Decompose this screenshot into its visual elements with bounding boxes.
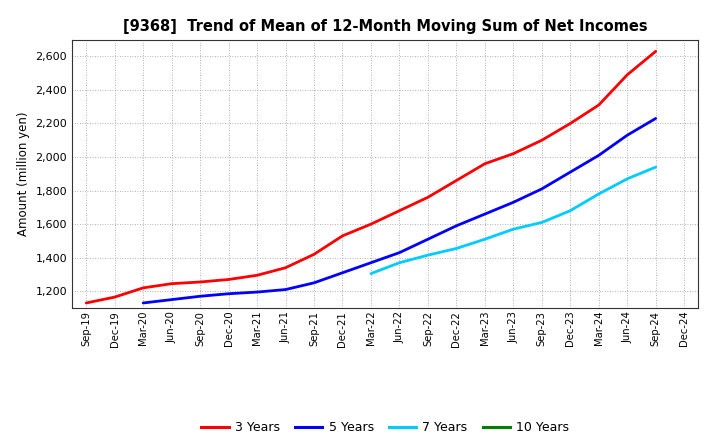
3 Years: [310, 252, 318, 257]
3 Years: [253, 273, 261, 278]
5 Years: [395, 250, 404, 255]
5 Years: [595, 153, 603, 158]
3 Years: [452, 178, 461, 183]
7 Years: [452, 246, 461, 251]
3 Years: [110, 294, 119, 300]
7 Years: [480, 237, 489, 242]
3 Years: [282, 265, 290, 270]
7 Years: [423, 253, 432, 258]
7 Years: [652, 165, 660, 170]
5 Years: [366, 260, 375, 265]
7 Years: [623, 176, 631, 181]
3 Years: [82, 301, 91, 306]
5 Years: [452, 223, 461, 228]
5 Years: [253, 290, 261, 295]
3 Years: [395, 208, 404, 213]
7 Years: [366, 271, 375, 276]
5 Years: [537, 186, 546, 191]
7 Years: [395, 260, 404, 265]
Legend: 3 Years, 5 Years, 7 Years, 10 Years: 3 Years, 5 Years, 7 Years, 10 Years: [196, 416, 575, 439]
5 Years: [652, 116, 660, 121]
Title: [9368]  Trend of Mean of 12-Month Moving Sum of Net Incomes: [9368] Trend of Mean of 12-Month Moving …: [123, 19, 647, 34]
5 Years: [423, 237, 432, 242]
Line: 3 Years: 3 Years: [86, 51, 656, 303]
7 Years: [509, 227, 518, 232]
7 Years: [595, 191, 603, 197]
5 Years: [338, 270, 347, 275]
3 Years: [652, 49, 660, 54]
3 Years: [338, 233, 347, 238]
5 Years: [623, 132, 631, 138]
5 Years: [509, 200, 518, 205]
5 Years: [167, 297, 176, 302]
3 Years: [595, 103, 603, 108]
3 Years: [537, 138, 546, 143]
5 Years: [566, 169, 575, 175]
3 Years: [366, 221, 375, 227]
5 Years: [282, 287, 290, 292]
3 Years: [566, 121, 575, 126]
3 Years: [509, 151, 518, 156]
3 Years: [139, 285, 148, 290]
Line: 7 Years: 7 Years: [371, 167, 656, 274]
5 Years: [310, 280, 318, 286]
5 Years: [139, 301, 148, 306]
3 Years: [623, 72, 631, 77]
3 Years: [167, 281, 176, 286]
Line: 5 Years: 5 Years: [143, 118, 656, 303]
3 Years: [480, 161, 489, 166]
5 Years: [225, 291, 233, 297]
Y-axis label: Amount (million yen): Amount (million yen): [17, 112, 30, 236]
3 Years: [423, 194, 432, 200]
3 Years: [196, 279, 204, 285]
7 Years: [537, 220, 546, 225]
5 Years: [480, 211, 489, 216]
5 Years: [196, 293, 204, 299]
7 Years: [566, 208, 575, 213]
3 Years: [225, 277, 233, 282]
